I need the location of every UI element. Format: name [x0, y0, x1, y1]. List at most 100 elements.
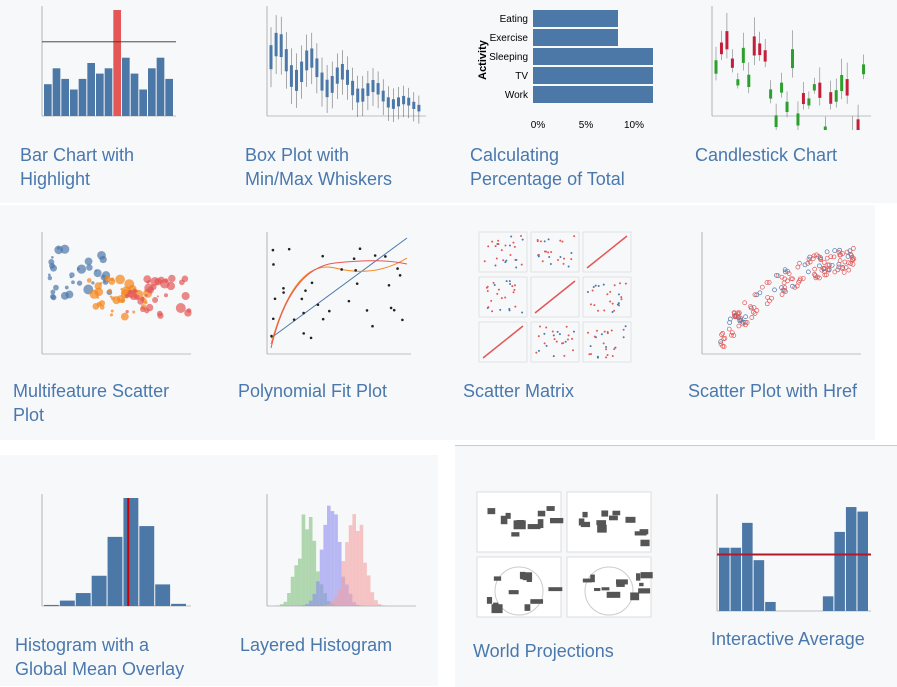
thumbnail-shape	[833, 270, 837, 274]
thumbnail-shape	[407, 98, 410, 106]
thumbnail-shape	[77, 264, 86, 273]
thumbnail-shape	[521, 264, 523, 266]
thumbnail[interactable]	[475, 490, 655, 620]
thumbnail-shape	[327, 604, 331, 606]
thumbnail[interactable]	[705, 490, 875, 625]
thumbnail-shape	[597, 310, 599, 312]
thumbnail-shape	[715, 60, 718, 73]
thumbnail-shape	[547, 251, 549, 253]
thumbnail-shape	[725, 31, 728, 49]
thumbnail-shape	[625, 283, 627, 285]
thumbnail-shape	[604, 331, 606, 333]
thumbnail-shape	[387, 97, 390, 107]
caption-link[interactable]: Histogram with a Global Mean Overlay	[15, 633, 187, 681]
thumbnail-shape	[311, 281, 314, 284]
thumbnail[interactable]	[255, 228, 415, 368]
thumbnail-shape	[593, 286, 595, 288]
thumbnail-shape	[53, 285, 59, 291]
caption-link[interactable]: Box Plot with Min/Max Whiskers	[245, 143, 417, 191]
caption-link[interactable]: Scatter Matrix	[463, 379, 635, 403]
thumbnail-shape	[164, 293, 168, 297]
thumbnail-shape	[93, 303, 100, 310]
caption-link[interactable]: Polynomial Fit Plot	[238, 379, 410, 403]
thumbnail[interactable]	[255, 490, 420, 620]
thumbnail-shape	[70, 90, 78, 117]
thumbnail-shape	[598, 285, 600, 287]
thumbnail-shape	[544, 342, 546, 344]
thumbnail-shape	[857, 512, 868, 611]
thumbnail-shape	[596, 330, 598, 332]
caption-link[interactable]: Interactive Average	[711, 627, 883, 651]
thumbnail-shape	[520, 235, 522, 237]
thumbnail-shape	[94, 269, 102, 277]
thumbnail-shape	[612, 511, 620, 516]
thumbnail-shape	[309, 601, 313, 606]
thumbnail-shape	[65, 286, 69, 290]
thumbnail-shape	[302, 605, 306, 606]
caption-link[interactable]: Bar Chart with Highlight	[20, 143, 192, 191]
thumbnail-shape	[791, 49, 794, 68]
thumbnail-shape	[139, 90, 147, 117]
thumbnail-shape	[538, 511, 546, 517]
thumbnail[interactable]	[30, 490, 195, 620]
thumbnail[interactable]	[255, 2, 430, 130]
thumbnail-shape	[323, 525, 327, 606]
thumbnail[interactable]	[690, 228, 865, 368]
thumbnail-shape	[487, 306, 489, 308]
thumbnail-shape	[60, 601, 75, 606]
thumbnail-shape	[533, 86, 653, 103]
thumbnail-shape	[356, 89, 359, 103]
thumbnail[interactable]	[465, 228, 640, 368]
thumbnail-shape	[780, 83, 783, 93]
thumbnail[interactable]	[30, 228, 195, 368]
thumbnail-shape	[829, 92, 832, 104]
thumbnail-shape	[737, 324, 741, 328]
thumbnail-shape	[110, 313, 113, 316]
axis-title: Activity	[478, 39, 489, 80]
thumbnail-shape	[535, 281, 575, 313]
thumbnail-shape	[315, 58, 318, 77]
thumbnail-shape	[157, 58, 165, 116]
thumbnail-shape	[623, 329, 625, 331]
thumbnail-shape	[143, 275, 151, 283]
caption-link[interactable]: World Projections	[473, 639, 645, 663]
thumbnail-shape	[270, 45, 273, 69]
thumbnail-shape	[538, 255, 540, 257]
thumbnail-shape	[770, 296, 774, 300]
thumbnail-shape	[605, 356, 607, 358]
thumbnail-shape	[563, 263, 565, 265]
caption-link[interactable]: Candlestick Chart	[695, 143, 867, 167]
thumbnail-shape	[99, 300, 105, 306]
thumbnail-shape	[796, 265, 800, 269]
thumbnail-shape	[79, 79, 87, 116]
thumbnail-shape	[342, 561, 346, 606]
thumbnail-shape	[371, 592, 375, 606]
thumbnail-shape	[271, 258, 407, 344]
thumbnail-shape	[561, 241, 563, 243]
caption-link[interactable]: Scatter Plot with Href	[688, 379, 860, 403]
thumbnail-shape	[719, 548, 730, 611]
thumbnail-shape	[609, 516, 618, 521]
thumbnail[interactable]	[30, 2, 180, 130]
caption-link[interactable]: Calculating Percentage of Total	[470, 143, 642, 191]
thumbnail[interactable]	[700, 2, 875, 130]
category-label: Sleeping	[489, 52, 528, 63]
caption-link[interactable]: Multifeature Scatter Plot	[13, 379, 185, 427]
caption-link[interactable]: Layered Histogram	[240, 633, 412, 657]
thumbnail-shape	[587, 236, 627, 268]
thumbnail[interactable]: EatingExerciseSleepingTVWorkActivity0%5%…	[478, 2, 653, 130]
thumbnail-shape	[494, 265, 496, 267]
thumbnail-shape	[786, 102, 789, 112]
thumbnail-shape	[341, 64, 344, 80]
thumbnail-shape	[85, 258, 93, 266]
thumbnail-shape	[90, 290, 99, 299]
thumbnail-shape	[305, 529, 309, 606]
thumbnail-shape	[115, 275, 125, 285]
thumbnail-shape	[862, 64, 865, 74]
thumbnail-shape	[563, 355, 565, 357]
thumbnail-shape	[607, 592, 621, 598]
thumbnail-shape	[548, 587, 562, 591]
thumbnail-shape	[720, 43, 723, 55]
thumbnail-shape	[760, 285, 764, 289]
thumbnail-shape	[531, 322, 579, 362]
